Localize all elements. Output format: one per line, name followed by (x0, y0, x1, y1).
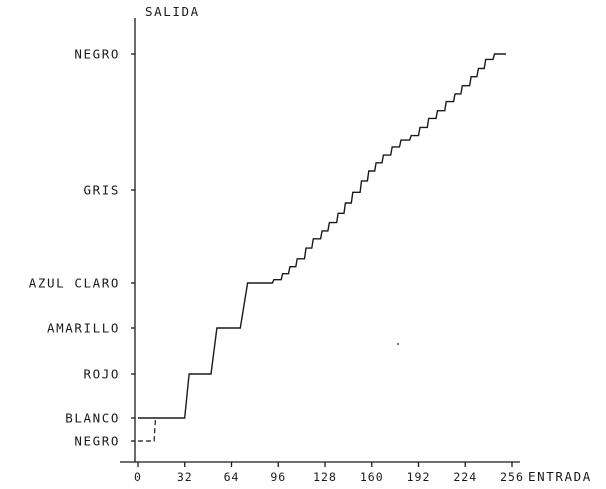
x-tick-label: 224 (453, 470, 477, 484)
x-tick-label: 160 (360, 470, 384, 484)
y-level-label: AMARILLO (47, 321, 120, 336)
y-axis-label: SALIDA (145, 4, 200, 19)
x-tick-label: 256 (500, 470, 524, 484)
x-tick-label: 192 (407, 470, 431, 484)
y-level-group: NEGRO BLANCO ROJO AMARILLO AZUL CLARO GRIS NEG… (29, 47, 135, 449)
x-tick-label: 64 (224, 470, 240, 484)
x-tick-group: 0 32 64 96 128 160 192 224 256 (134, 462, 524, 484)
solid-series-line (138, 53, 507, 419)
series-group (138, 53, 507, 442)
y-level-label: NEGRO (74, 47, 120, 62)
dashed-series-line (138, 417, 157, 442)
y-level-label: GRIS (83, 183, 120, 198)
stray-dot (397, 343, 399, 345)
x-tick-label: 0 (134, 470, 142, 484)
x-tick-label: 96 (270, 470, 286, 484)
y-level-label: AZUL CLARO (29, 276, 120, 291)
x-tick-label: 32 (177, 470, 193, 484)
x-axis-label: ENTRADA (528, 469, 592, 484)
y-level-label: ROJO (83, 367, 120, 382)
y-level-label: BLANCO (65, 411, 120, 426)
x-tick-label: 128 (313, 470, 337, 484)
y-level-label: NEGRO (74, 434, 120, 449)
